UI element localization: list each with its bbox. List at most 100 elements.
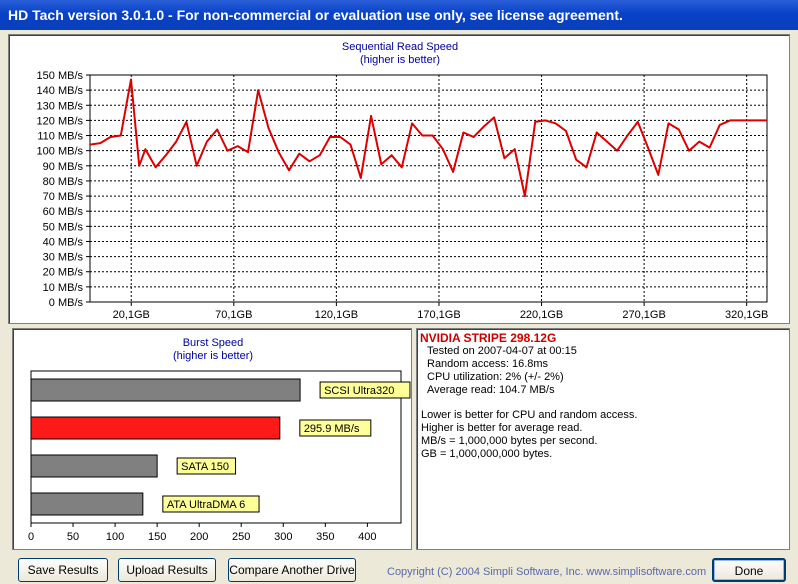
window-title: HD Tach version 3.0.1.0 - For non-commer… (8, 7, 623, 23)
note-mbs-definition: MB/s = 1,000,000 bytes per second. (421, 435, 598, 447)
read-speed-point (329, 136, 331, 138)
read-x-tick-label: 320,1GB (725, 309, 768, 321)
cpu-utilization: CPU utilization: 2% (+/- 2%) (427, 371, 564, 383)
read-chart-title: Sequential Read Speed (higher is better) (9, 41, 791, 67)
burst-speed-panel: Burst Speed (higher is better) 0 50 100 150… (12, 328, 412, 550)
read-speed-point (195, 165, 198, 167)
burst-bar-label-box (176, 457, 237, 475)
read-speed-point (766, 119, 768, 122)
read-y-tick-label: 40 MB/s (43, 236, 84, 248)
read-speed-point (524, 195, 526, 197)
read-y-tick-label: 140 MB/s (37, 85, 84, 97)
read-speed-point (452, 171, 454, 173)
upload-results-button[interactable]: Upload Results (118, 558, 216, 582)
read-speed-point (360, 177, 362, 179)
burst-x-tick-label: 300 (274, 531, 292, 543)
burst-bar (30, 416, 281, 440)
read-speed-point (636, 121, 639, 123)
read-y-tick-label: 120 MB/s (37, 115, 84, 127)
read-speed-point (667, 122, 670, 125)
burst-x-tick-label: 400 (358, 531, 376, 543)
read-speed-point (401, 166, 403, 169)
read-speed-point (719, 124, 721, 126)
read-speed-point (298, 152, 301, 155)
read-speed-point (431, 134, 434, 137)
window-title-bar: HD Tach version 3.0.1.0 - For non-commer… (0, 0, 798, 30)
read-speed-point (318, 154, 321, 157)
read-x-tick-label: 270,1GB (622, 309, 665, 321)
read-speed-point (154, 166, 157, 169)
burst-bar (30, 378, 301, 402)
read-speed-point (698, 140, 701, 143)
read-speed-point (308, 160, 311, 163)
read-y-tick-label: 70 MB/s (43, 191, 84, 203)
read-speed-point (739, 119, 742, 122)
read-speed-point (288, 169, 290, 172)
read-speed-point (606, 140, 608, 143)
read-y-tick-label: 20 MB/s (43, 267, 84, 279)
read-speed-point (267, 127, 270, 129)
burst-bar-label-box (162, 495, 260, 513)
burst-bar (30, 492, 144, 516)
read-speed-point (216, 128, 218, 131)
read-y-tick-label: 110 MB/s (37, 131, 83, 143)
read-speed-point (575, 158, 578, 161)
read-speed-point (277, 151, 280, 153)
read-speed-point (109, 136, 112, 138)
read-speed-point (89, 143, 91, 146)
drive-name: NVIDIA STRIPE 298.12G (420, 331, 557, 345)
read-speed-point (411, 122, 413, 125)
random-access: Random access: 16.8ms (427, 358, 549, 370)
read-speed-point (657, 174, 660, 176)
read-speed-point (472, 136, 475, 138)
burst-bar-label-box (299, 419, 372, 437)
read-speed-point (442, 148, 444, 150)
read-speed-point (595, 131, 598, 134)
read-speed-point (626, 134, 629, 137)
save-results-label: Save Results (27, 563, 99, 577)
note-gb-definition: GB = 1,000,000,000 bytes. (421, 448, 553, 460)
read-speed-point (185, 121, 188, 123)
burst-x-tick-label: 50 (67, 531, 79, 543)
read-speed-point (483, 125, 485, 128)
read-speed-point (144, 148, 147, 150)
read-speed-point (390, 154, 393, 157)
burst-bar (30, 454, 158, 478)
read-speed-point (175, 140, 177, 143)
burst-bar-label: 295.9 MB/s (304, 423, 360, 435)
read-speed-point (503, 157, 506, 160)
read-speed-point (421, 134, 424, 137)
read-speed-series-line (89, 78, 767, 198)
read-speed-point (130, 78, 132, 81)
read-y-tick-label: 80 MB/s (43, 176, 84, 188)
read-chart-title-line1: Sequential Read Speed (341, 41, 459, 53)
compare-another-drive-button[interactable]: Compare Another Drive (228, 558, 356, 582)
sequential-read-panel: Sequential Read Speed (higher is better)… (8, 34, 790, 324)
read-speed-point (236, 145, 239, 147)
sequential-read-chart: 150 MB/s 140 MB/s 130 MB/s 120 MB/s 110 MB/s… (37, 70, 769, 321)
read-speed-point (257, 89, 260, 91)
read-x-tick-label: 120,1GB (315, 309, 358, 321)
read-x-tick-label: 170,1GB (417, 309, 460, 321)
compare-another-drive-label: Compare Another Drive (229, 563, 355, 577)
read-x-tick-label: 220,1GB (520, 309, 563, 321)
read-y-tick-label: 0 MB/s (49, 297, 84, 309)
burst-speed-chart: 0 50 100 150 200 250 300 350 400 SCSI Ultra320 295… (28, 370, 411, 543)
read-x-tick-label: 70,1GB (215, 309, 252, 321)
read-speed-point (99, 142, 102, 144)
read-speed-point (119, 134, 122, 137)
read-speed-point (729, 119, 731, 122)
read-speed-point (749, 119, 752, 122)
average-read: Average read: 104.7 MB/s (427, 384, 555, 396)
info-panel: NVIDIA STRIPE 298.12G Tested on 2007-04-… (416, 328, 790, 550)
burst-chart-title-line2: (higher is better) (172, 350, 254, 362)
read-speed-point (206, 140, 208, 143)
burst-chart-title: Burst Speed (higher is better) (13, 337, 413, 363)
read-speed-point (380, 163, 383, 166)
done-button[interactable]: Done (712, 558, 786, 582)
read-speed-point (493, 116, 495, 119)
read-y-tick-label: 60 MB/s (43, 206, 84, 218)
read-y-tick-label: 150 MB/s (37, 70, 84, 82)
burst-x-tick-label: 100 (106, 531, 124, 543)
save-results-button[interactable]: Save Results (18, 558, 108, 582)
